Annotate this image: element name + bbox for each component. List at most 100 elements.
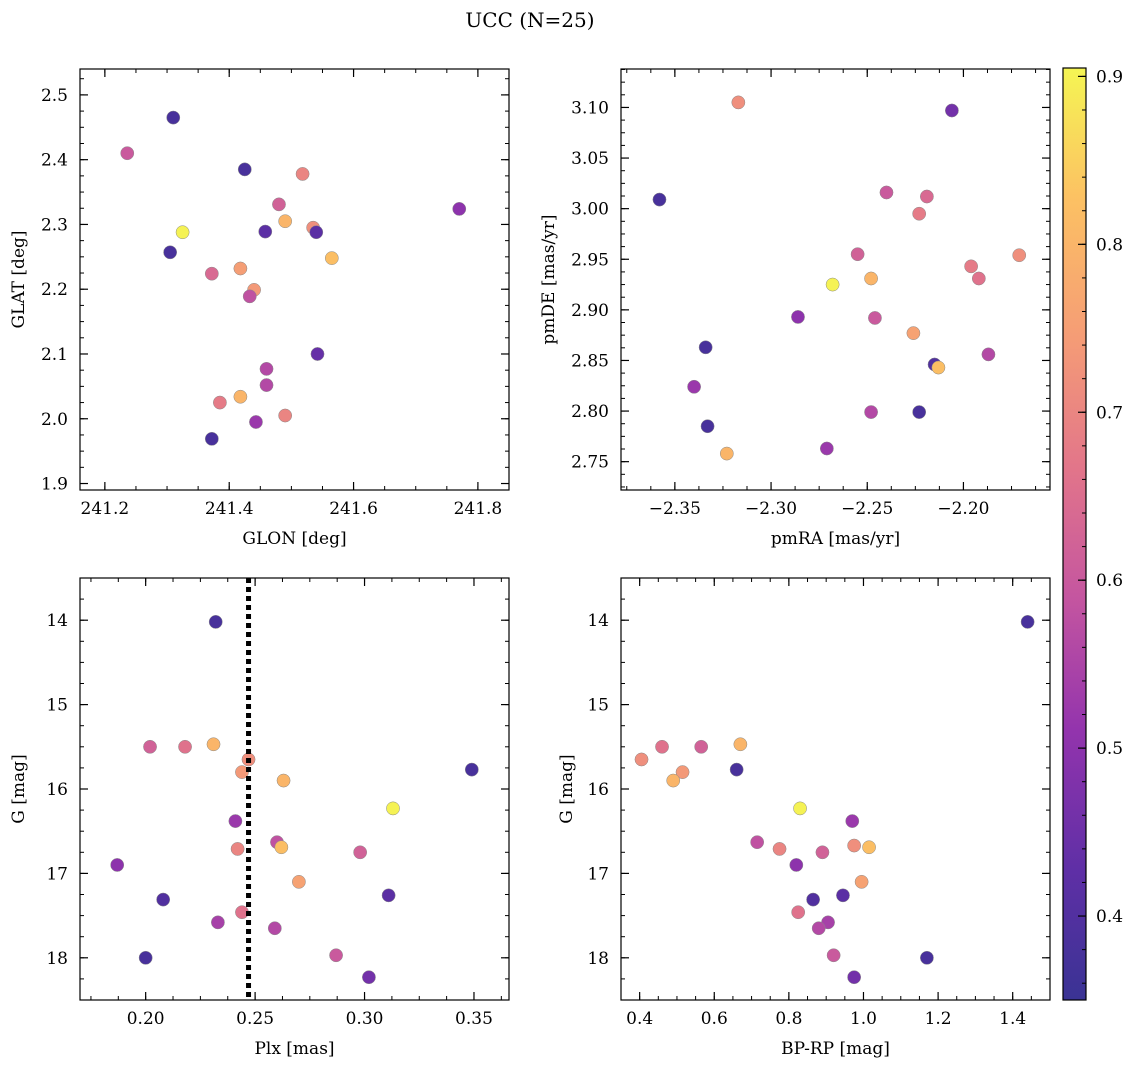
x-tick-label: 0.6	[701, 1009, 728, 1029]
data-point	[120, 146, 135, 161]
data-point	[847, 838, 862, 853]
data-point	[228, 814, 243, 828]
scatter-points	[110, 615, 479, 985]
y-tick-label: 15	[46, 696, 68, 716]
data-point	[362, 970, 376, 985]
y-tick-label: 18	[46, 949, 68, 969]
colorbar-tick-label: 0.9	[1096, 67, 1123, 87]
y-tick-label: 2.3	[41, 215, 68, 235]
data-point	[242, 289, 257, 304]
data-point	[235, 765, 249, 779]
data-point	[276, 773, 291, 788]
y-tick-label: 14	[46, 611, 68, 631]
data-point	[864, 271, 878, 286]
data-point	[267, 921, 282, 936]
data-point	[850, 247, 865, 262]
y-tick-label: 2.75	[571, 453, 609, 473]
y-tick-label: 3.05	[571, 149, 609, 169]
data-point	[464, 762, 479, 777]
colorbar-tick-label: 0.7	[1096, 403, 1123, 423]
data-point	[652, 192, 667, 207]
x-tick-label: −2.30	[745, 499, 797, 519]
x-tick-label: 0.25	[236, 1009, 274, 1029]
data-point	[854, 874, 869, 889]
data-point	[213, 395, 227, 410]
panel-4: 0.4 0.6 0.8 1.0 1.2 1.4 14 15 16 17 18 BP-RP [mag] G…	[557, 577, 1051, 1059]
colorbar-tick-label: 0.8	[1096, 235, 1123, 255]
data-point	[208, 615, 223, 629]
y-tick-label: 15	[587, 696, 609, 716]
data-point	[292, 874, 306, 889]
data-point	[259, 362, 274, 376]
x-tick-label: −2.25	[841, 499, 893, 519]
y-tick-label: 3.10	[571, 98, 609, 118]
colorbar-tick-label: 0.6	[1096, 571, 1123, 591]
data-point	[931, 360, 946, 375]
y-tick-label: 16	[587, 780, 609, 800]
data-point	[178, 739, 192, 754]
data-point	[274, 840, 289, 855]
x-tick-label: 1.2	[925, 1009, 952, 1029]
data-point	[381, 888, 396, 903]
data-point	[310, 347, 325, 361]
data-point	[864, 405, 878, 419]
data-point	[731, 95, 746, 110]
data-point	[295, 167, 310, 181]
y-tick-label: 2.0	[41, 410, 68, 430]
data-point	[971, 271, 986, 286]
data-point	[912, 206, 927, 221]
figure-title: UCC (N=25)	[465, 8, 594, 32]
y-axis-label: pmDE [mas/yr]	[539, 214, 559, 344]
x-tick-label: 241.6	[329, 499, 378, 519]
colorbar-gradient	[1062, 67, 1087, 1001]
data-point	[675, 765, 690, 779]
y-axis-label: G [mag]	[9, 754, 29, 823]
data-point	[324, 251, 339, 265]
data-point	[793, 801, 807, 816]
data-point	[211, 915, 225, 930]
data-point	[906, 326, 921, 340]
data-point	[862, 840, 876, 855]
x-tick-label: 0.8	[775, 1009, 802, 1029]
x-tick-label: 0.4	[626, 1009, 653, 1029]
data-point	[278, 214, 293, 229]
data-point	[811, 921, 826, 936]
axes-frame	[620, 68, 1051, 491]
y-tick-label: 2.2	[41, 280, 68, 300]
panel-1: 241.2 241.4 241.6 241.8 1.9 2.0 2.1 2.2 2.3 2.4 2.…	[9, 68, 510, 549]
y-tick-label: 3.00	[571, 200, 609, 220]
x-tick-label: 241.2	[81, 499, 130, 519]
data-point	[175, 225, 190, 240]
colorbar-tick-label: 0.5	[1096, 739, 1123, 759]
data-point	[819, 441, 834, 456]
data-point	[259, 378, 274, 392]
data-point	[964, 259, 978, 274]
data-point	[249, 415, 263, 429]
data-point	[920, 189, 934, 204]
data-point	[815, 845, 830, 860]
x-tick-label: 241.4	[205, 499, 254, 519]
data-point	[110, 858, 125, 872]
data-point	[789, 858, 804, 872]
data-point	[826, 948, 841, 963]
data-point	[258, 224, 273, 239]
data-point	[204, 431, 219, 446]
axes-frame	[79, 577, 510, 1001]
data-point	[694, 739, 709, 754]
data-point	[847, 970, 862, 985]
data-point	[138, 950, 153, 965]
data-point	[912, 405, 927, 419]
x-tick-label: 0.30	[346, 1009, 384, 1029]
x-tick-label: 241.8	[454, 499, 503, 519]
y-tick-label: 2.5	[41, 86, 68, 106]
x-tick-label: 1.0	[850, 1009, 877, 1029]
axes-frame	[620, 577, 1051, 1001]
data-point	[233, 389, 248, 404]
panel-3: 0.20 0.25 0.30 0.35 14 15 16 17 18 Plx [mas] G [ma…	[9, 577, 510, 1059]
data-point	[452, 202, 467, 216]
data-point	[233, 261, 248, 276]
data-point	[920, 950, 934, 965]
data-point	[163, 245, 178, 260]
data-point	[868, 311, 882, 325]
